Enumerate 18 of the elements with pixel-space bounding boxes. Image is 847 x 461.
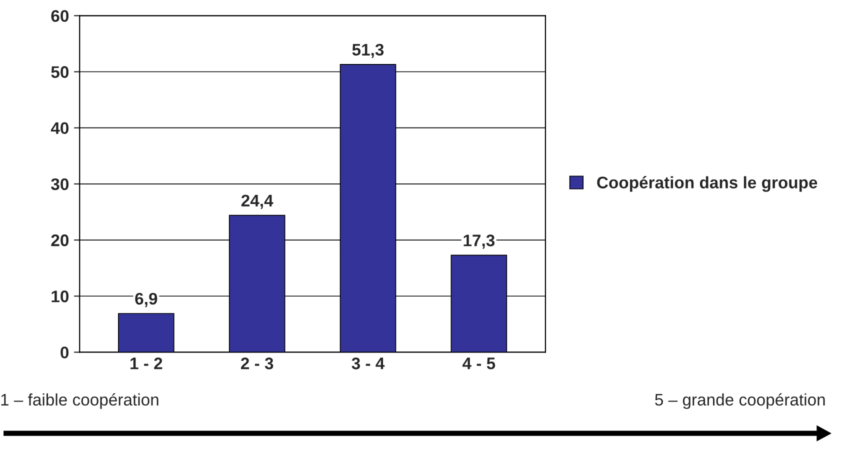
y-tick-label: 50 (51, 66, 69, 78)
x-tick-label: 1 - 2 (130, 358, 162, 370)
y-tick-label: 0 (60, 346, 69, 358)
x-tick-label: 3 - 4 (352, 358, 385, 370)
x-tick-label: 2 - 3 (240, 358, 274, 370)
data-label: 17,3 (464, 234, 495, 249)
y-tick-label: 20 (51, 234, 69, 246)
y-tick-label: 40 (50, 122, 69, 134)
y-tick-label: 10 (52, 290, 69, 302)
x-tick-label: 4 - 5 (462, 358, 496, 370)
y-tick-label: 60 (51, 10, 69, 22)
data-label: 6,9 (135, 292, 158, 308)
legend-label: Coopération dans le groupe (597, 176, 818, 192)
text: 1 – faible coopération (1, 393, 158, 409)
y-tick-label: 30 (51, 178, 69, 190)
text: 5 – grande coopération (655, 393, 825, 409)
data-label: 51,3 (352, 44, 384, 58)
data-label: 24,4 (241, 194, 274, 209)
